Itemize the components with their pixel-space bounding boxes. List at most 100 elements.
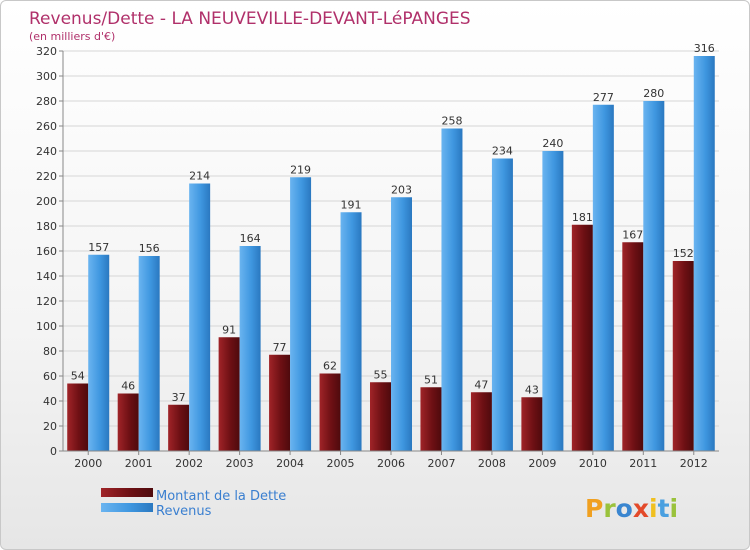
data-label-debt: 55 [374, 368, 388, 381]
data-label-revenus: 234 [492, 145, 513, 158]
legend-swatch-debt [101, 488, 153, 497]
x-tick-label: 2012 [680, 457, 708, 470]
x-tick-label: 2010 [579, 457, 607, 470]
chart-subtitle: (en milliers d'€) [29, 30, 115, 43]
data-label-revenus: 191 [341, 198, 362, 211]
bar-revenus [542, 151, 564, 451]
y-tick-label: 100 [36, 320, 57, 333]
chart-title: Revenus/Dette - LA NEUVEVILLE-DEVANT-LéP… [29, 9, 471, 29]
bar-debt [521, 397, 543, 451]
bar-debt [67, 383, 89, 451]
bar-debt [319, 373, 341, 451]
proxiti-logo-letter: t [658, 494, 670, 523]
y-tick-label: 80 [43, 345, 57, 358]
data-label-revenus: 203 [391, 183, 412, 196]
legend-label-debt: Montant de la Dette [156, 489, 286, 504]
data-label-debt: 46 [121, 380, 135, 393]
data-label-revenus: 219 [290, 163, 311, 176]
bar-revenus [693, 56, 715, 451]
data-label-revenus: 280 [643, 87, 664, 100]
x-tick-label: 2006 [377, 457, 405, 470]
bar-debt [370, 382, 391, 451]
bar-revenus [643, 101, 665, 451]
proxiti-logo-letter: P [585, 494, 603, 523]
data-label-revenus: 157 [88, 241, 109, 254]
data-label-revenus: 240 [542, 137, 563, 150]
bar-revenus [340, 212, 362, 451]
proxiti-logo-letter: o [616, 494, 633, 523]
x-tick-label: 2000 [74, 457, 102, 470]
x-tick-label: 2003 [226, 457, 254, 470]
data-label-debt: 37 [172, 391, 186, 404]
data-label-debt: 77 [273, 341, 287, 354]
legend-swatch-revenus [101, 503, 153, 512]
bar-revenus [138, 256, 160, 451]
y-tick-label: 20 [43, 420, 57, 433]
bar-revenus [592, 104, 614, 451]
bar-revenus [391, 197, 412, 451]
x-axis: 2000 2001 2002 2003 2004 2005 2006 2007 2008 2009… [74, 451, 708, 470]
bar-debt [420, 387, 442, 451]
bar-debt [168, 404, 190, 451]
y-tick-label: 320 [36, 45, 57, 58]
x-tick-label: 2005 [327, 457, 355, 470]
data-label-debt: 167 [622, 228, 643, 241]
bar-revenus [290, 177, 312, 451]
proxiti-logo-letter: i [649, 494, 658, 523]
y-tick-label: 260 [36, 120, 57, 133]
proxiti-logo-letter: x [633, 494, 649, 523]
proxiti-logo-letter: i [670, 494, 679, 523]
bar-debt [117, 393, 139, 451]
x-tick-label: 2008 [478, 457, 506, 470]
y-tick-label: 120 [36, 295, 57, 308]
bar-debt [269, 354, 291, 451]
proxiti-logo: Proxiti [585, 494, 678, 523]
x-tick-label: 2009 [528, 457, 556, 470]
x-tick-label: 2002 [175, 457, 203, 470]
data-label-revenus: 316 [694, 42, 715, 55]
data-label-debt: 91 [222, 323, 236, 336]
x-tick-label: 2011 [629, 457, 657, 470]
y-tick-label: 220 [36, 170, 57, 183]
y-tick-label: 280 [36, 95, 57, 108]
data-label-debt: 54 [71, 370, 85, 383]
data-label-revenus: 258 [441, 115, 462, 128]
proxiti-logo-letter: r [603, 494, 616, 523]
y-tick-label: 240 [36, 145, 57, 158]
x-tick-label: 2001 [125, 457, 153, 470]
data-label-revenus: 164 [240, 232, 261, 245]
bar-revenus [189, 183, 211, 451]
y-tick-label: 300 [36, 70, 57, 83]
bar-revenus [88, 254, 110, 451]
y-tick-label: 140 [36, 270, 57, 283]
data-label-revenus: 156 [139, 242, 160, 255]
y-tick-label: 40 [43, 395, 57, 408]
legend: Montant de la Dette Revenus [101, 488, 286, 519]
data-label-revenus: 277 [593, 91, 614, 104]
y-tick-label: 0 [50, 445, 57, 458]
bar-debt [622, 242, 644, 451]
legend-label-revenus: Revenus [156, 504, 212, 519]
bar-debt [571, 224, 593, 451]
data-label-debt: 181 [572, 211, 593, 224]
bar-debt [672, 261, 694, 451]
bar-revenus [441, 128, 463, 451]
bar-debt [218, 337, 240, 451]
y-tick-label: 180 [36, 220, 57, 233]
x-tick-label: 2007 [427, 457, 455, 470]
data-label-debt: 43 [525, 383, 539, 396]
proxiti-logo-text: Proxiti [585, 494, 678, 523]
x-tick-label: 2004 [276, 457, 304, 470]
bar-debt [470, 392, 492, 451]
bar-revenus [239, 246, 261, 451]
bar-revenus [491, 158, 513, 451]
data-label-debt: 51 [424, 373, 438, 386]
y-tick-label: 200 [36, 195, 57, 208]
y-tick-label: 60 [43, 370, 57, 383]
data-label-revenus: 214 [189, 170, 210, 183]
y-axis: 0 20 40 60 80 100 120 140 160 180 200 220 240 260 280 3… [36, 45, 64, 458]
data-label-debt: 62 [323, 360, 337, 373]
data-label-debt: 152 [673, 247, 694, 260]
